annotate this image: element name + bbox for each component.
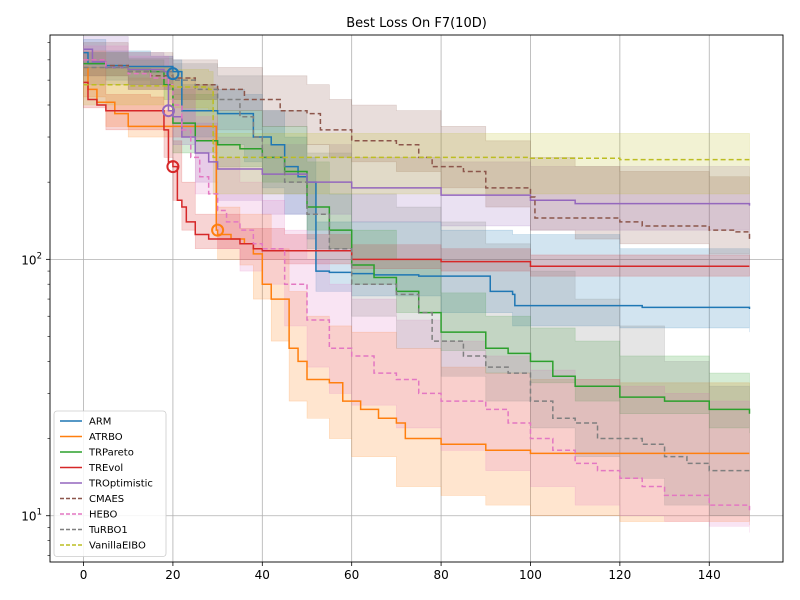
band-hebo <box>83 45 750 533</box>
x-tick-label: 20 <box>165 568 180 582</box>
series-lines <box>83 48 751 511</box>
x-tick-label: 140 <box>698 568 721 582</box>
legend-label: ATRBO <box>89 432 123 443</box>
legend-label: CMAES <box>89 494 124 505</box>
band-cmaes <box>83 42 750 260</box>
chart-title: Best Loss On F7(10D) <box>346 16 487 31</box>
legend-label: HEBO <box>89 510 118 521</box>
line-atrbo <box>83 66 750 455</box>
legend: ARM ATRBO TRPareto TREvol TROptimistic CMAES H… <box>53 410 167 557</box>
legend-label: TRPareto <box>88 448 134 459</box>
line-turbo1 <box>83 66 750 472</box>
x-tick-label: 100 <box>519 568 542 582</box>
line-hebo <box>83 59 751 511</box>
legend-label: ARM <box>89 417 111 428</box>
plot-frame <box>49 34 784 563</box>
x-tick-label: 80 <box>433 568 448 582</box>
band-vanillaeibo <box>83 67 750 195</box>
y-tick-label: 102 <box>21 251 42 267</box>
legend-box <box>53 410 167 557</box>
confidence-bands <box>83 36 750 533</box>
legend-label: VanillaEIBO <box>89 541 146 552</box>
legend-label: TREvol <box>88 463 123 474</box>
band-trpareto <box>83 52 750 434</box>
marker-troptimistic <box>161 104 175 118</box>
legend-label: TROptimistic <box>88 479 153 490</box>
x-tick-label: 0 <box>80 568 88 582</box>
marker-atrbo <box>211 223 225 237</box>
band-troptimistic <box>83 36 750 235</box>
x-tick-label: 120 <box>608 568 631 582</box>
x-tick-label: 40 <box>255 568 270 582</box>
series-markers <box>161 67 225 237</box>
marker-arm <box>166 67 180 81</box>
band-atrbo <box>83 50 750 526</box>
line-vanillaeibo <box>83 83 750 161</box>
y-tick-label: 101 <box>21 508 42 524</box>
legend-label: TuRBO1 <box>88 525 128 536</box>
marker-trevol <box>166 160 180 174</box>
axes: 0 20 40 60 80 100 120 140 101 102 <box>21 34 784 582</box>
line-troptimistic <box>83 48 751 206</box>
x-tick-label: 60 <box>344 568 359 582</box>
